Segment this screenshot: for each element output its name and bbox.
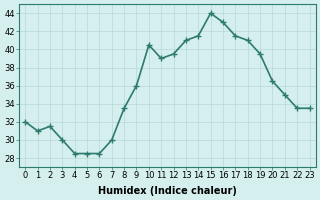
X-axis label: Humidex (Indice chaleur): Humidex (Indice chaleur) bbox=[98, 186, 237, 196]
